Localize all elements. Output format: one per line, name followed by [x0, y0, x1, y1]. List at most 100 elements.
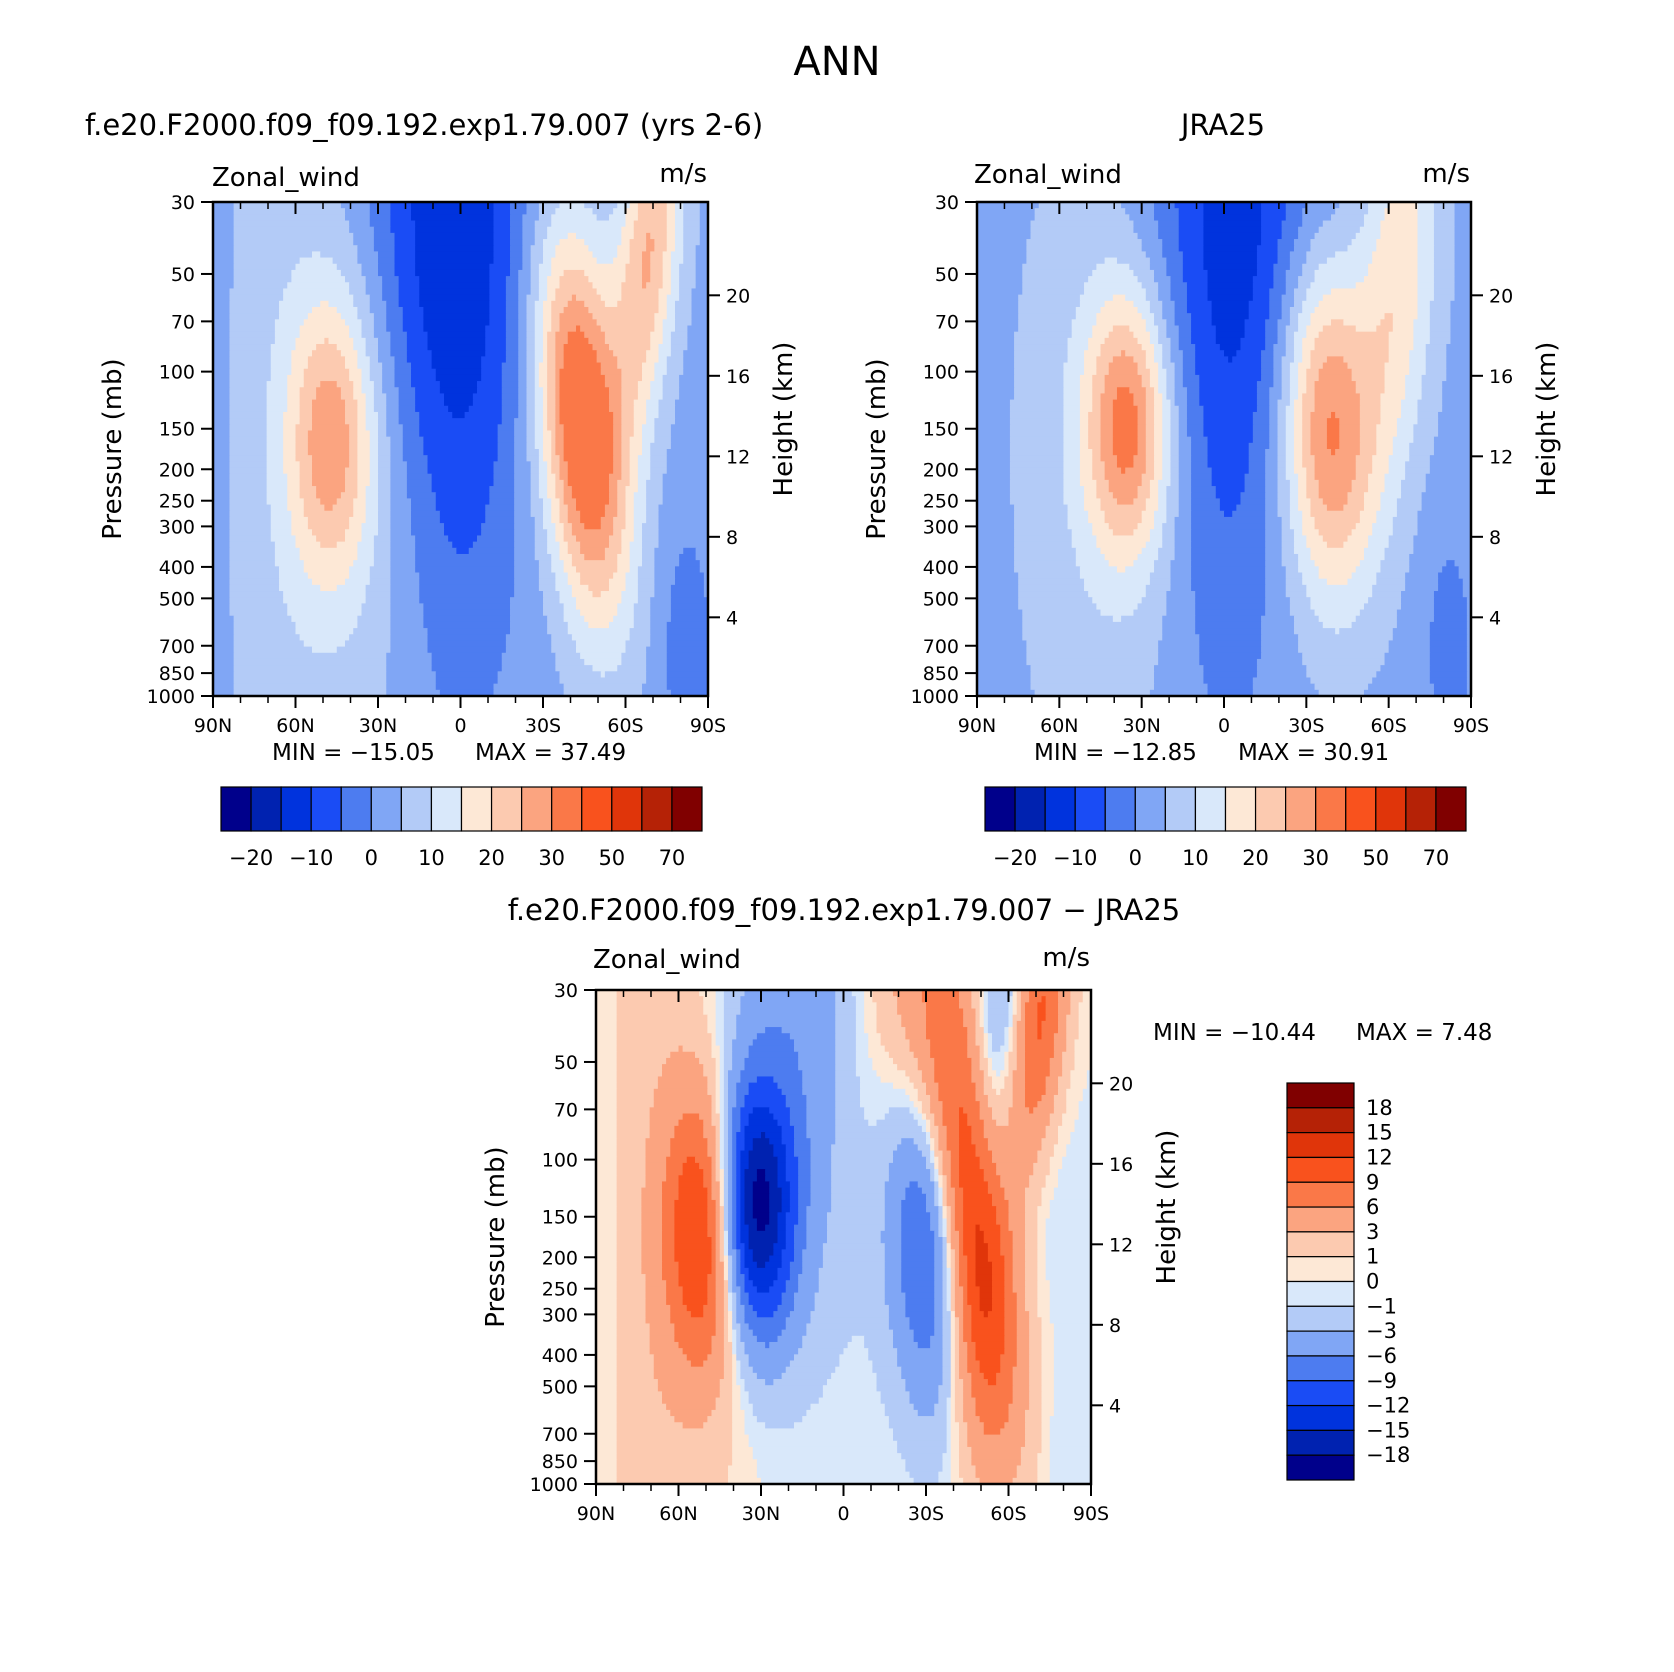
field-cell	[662, 393, 680, 401]
field-cell	[1016, 1304, 1026, 1312]
field-cell	[1318, 374, 1353, 382]
field-cell	[1100, 455, 1118, 462]
field-cell	[1063, 418, 1081, 425]
field-cell	[646, 479, 664, 487]
field-cell	[703, 1132, 717, 1139]
field-cell	[291, 368, 305, 376]
field-cell	[378, 461, 391, 469]
field-cell	[1022, 282, 1085, 290]
field-cell	[378, 442, 391, 450]
field-cell	[675, 418, 709, 425]
field-cell	[950, 1169, 960, 1176]
field-cell	[674, 1132, 704, 1139]
field-cell	[728, 1249, 737, 1257]
field-cell	[435, 677, 499, 685]
field-cell	[670, 1051, 696, 1059]
field-cell	[1425, 356, 1447, 364]
field-cell	[732, 1255, 737, 1263]
field-cell	[361, 331, 375, 339]
field-cell	[942, 1292, 948, 1300]
field-cell	[382, 374, 396, 382]
field-cell	[299, 418, 313, 425]
field-cell	[312, 411, 346, 419]
field-cell	[415, 553, 515, 561]
field-cell	[728, 1286, 733, 1294]
field-cell	[959, 1261, 968, 1269]
field-cell	[361, 374, 371, 382]
field-cell	[1293, 245, 1312, 252]
field-cell	[233, 282, 288, 290]
field-cell	[357, 492, 367, 499]
field-cell	[551, 325, 561, 333]
field-cell	[415, 263, 490, 271]
field-cell	[642, 529, 660, 537]
field-cell	[596, 214, 610, 222]
field-cell	[274, 331, 301, 339]
field-cell	[1421, 374, 1447, 382]
field-cell	[1401, 486, 1427, 493]
field-cell	[1066, 1045, 1076, 1053]
field-cell	[1070, 996, 1084, 1003]
field-cell	[1079, 411, 1089, 419]
field-cell	[1380, 393, 1406, 401]
field-cell	[666, 652, 709, 660]
field-cell	[950, 1218, 956, 1226]
field-cell	[975, 1249, 989, 1257]
field-cell	[613, 615, 635, 623]
field-cell	[1174, 393, 1188, 401]
field-cell	[1162, 621, 1196, 629]
field-cell	[1261, 621, 1295, 629]
field-cell	[629, 473, 639, 481]
field-cell	[295, 424, 313, 432]
field-cell	[756, 1311, 774, 1318]
field-cell	[233, 665, 387, 672]
field-cell	[658, 529, 709, 537]
field-cell	[699, 1162, 713, 1170]
field-cell	[621, 442, 631, 450]
field-cell	[625, 269, 643, 277]
field-cell	[658, 411, 676, 419]
field-cell	[1438, 430, 1472, 438]
field-cell	[1100, 306, 1139, 314]
field-cell	[1133, 461, 1147, 469]
field-cell	[637, 479, 647, 487]
field-cell	[1125, 350, 1147, 357]
field-cell	[1442, 387, 1472, 395]
field-cell	[419, 294, 490, 302]
field-cell	[489, 306, 507, 314]
field-cell	[934, 1138, 939, 1145]
field-cell	[1092, 325, 1114, 333]
field-cell	[1067, 350, 1085, 357]
field-cell	[703, 584, 709, 592]
field-cell	[398, 411, 420, 419]
field-cell	[1203, 671, 1258, 679]
field-cell	[1014, 393, 1065, 401]
field-cell	[1016, 1317, 1030, 1325]
field-cell	[563, 269, 585, 277]
field-cell	[357, 257, 379, 265]
field-cell	[864, 1008, 878, 1016]
field-cell	[1228, 356, 1233, 364]
field-cell	[707, 1193, 713, 1201]
field-cell	[213, 628, 235, 635]
field-cell	[501, 658, 556, 666]
field-cell	[777, 1175, 787, 1183]
field-cell	[938, 1187, 944, 1195]
field-cell	[1063, 461, 1081, 469]
field-cell	[555, 288, 598, 296]
field-cell	[1433, 239, 1456, 246]
field-cell	[1409, 362, 1427, 370]
field-cell	[427, 344, 486, 351]
field-cell	[711, 1045, 721, 1053]
field-cell	[715, 1039, 725, 1047]
field-cell	[316, 387, 342, 395]
field-cell	[616, 1125, 651, 1133]
field-cell	[1285, 269, 1303, 277]
field-cell	[1170, 572, 1192, 580]
field-cell	[555, 492, 565, 499]
field-cell	[675, 319, 693, 327]
field-cell	[390, 455, 404, 462]
field-cell	[596, 1304, 618, 1312]
field-cell	[983, 1132, 1047, 1139]
field-cell	[971, 1138, 989, 1145]
